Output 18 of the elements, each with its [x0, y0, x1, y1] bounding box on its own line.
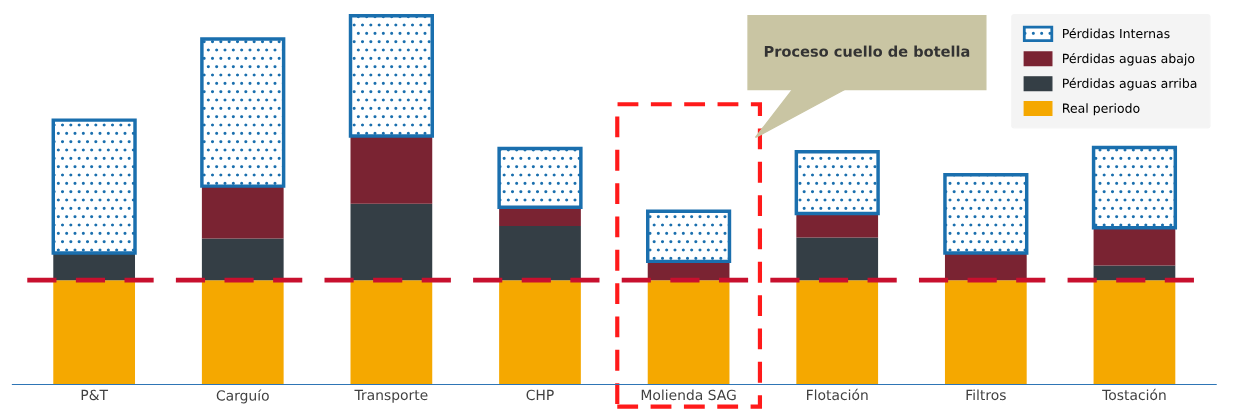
x-tick-label: Filtros [966, 389, 1006, 401]
bar [499, 207, 581, 226]
legend-label: Pérdidas aguas arriba [1063, 77, 1197, 91]
bar [350, 135, 433, 204]
annotation: Proceso cuello de botella [764, 45, 970, 57]
x-tick-label: Molienda SAG [641, 389, 736, 401]
legend-label: Real periodo [1063, 103, 1140, 116]
x-tick-label: CHP [526, 389, 554, 401]
x-tick-label: Transporte [354, 389, 428, 403]
legend-label: Pérdidas aguas abajo [1063, 52, 1195, 66]
bar [1093, 227, 1176, 266]
legend-label: Pérdidas Internas [1063, 28, 1170, 39]
x-tick-label: Flotación [807, 388, 868, 401]
x-tick-label: Tostación [1102, 388, 1166, 401]
x-tick-label: P&T [81, 389, 109, 401]
x-tick-label: Carguío [216, 389, 269, 404]
bar [796, 213, 879, 238]
bar [201, 186, 284, 239]
